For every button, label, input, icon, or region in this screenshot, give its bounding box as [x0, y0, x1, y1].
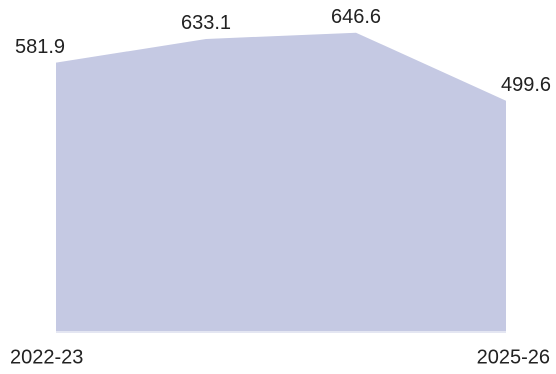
value-label: 633.1 [181, 12, 231, 34]
area [56, 32, 506, 332]
value-label: 581.9 [15, 36, 65, 58]
value-label: 499.6 [501, 74, 551, 96]
x-tick-label: 2022-23 [10, 346, 83, 368]
value-label: 646.6 [331, 6, 381, 28]
x-tick-label: 2025-26 [477, 346, 550, 368]
